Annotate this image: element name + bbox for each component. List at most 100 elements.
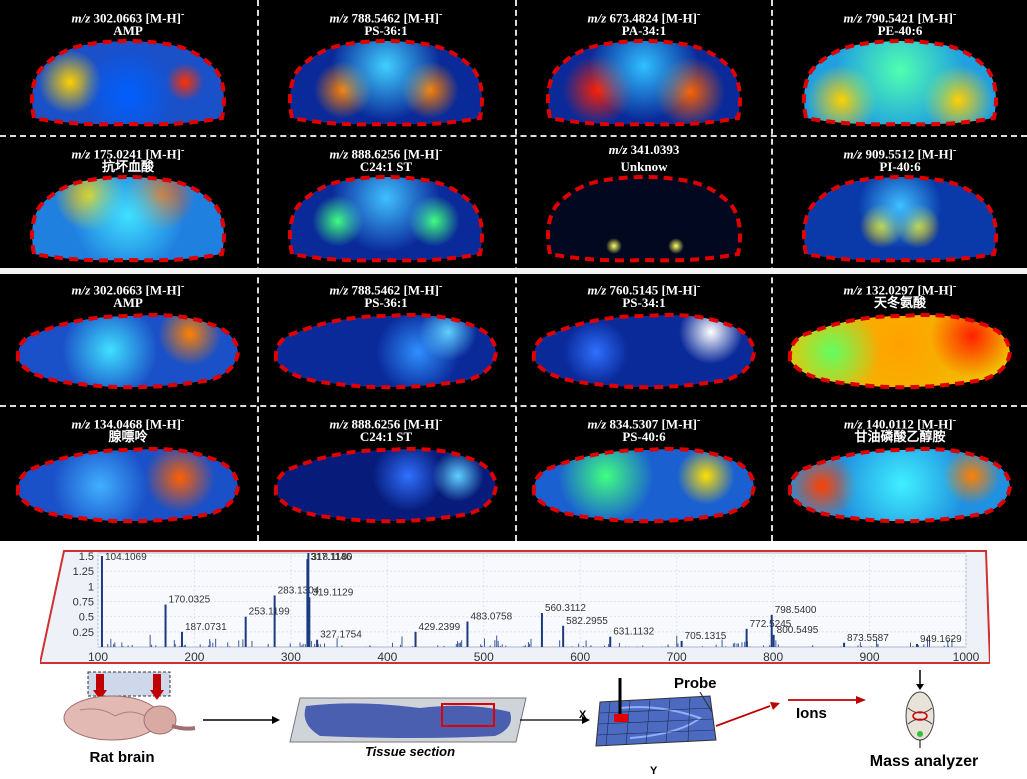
ion-mz-label: m/z 140.0112 [M-H]- <box>772 412 1027 432</box>
peak-label: 873.5587 <box>847 633 889 644</box>
ions-label: Ions <box>796 705 827 722</box>
mz-value: 140.0112 [M-H] <box>862 416 953 432</box>
mz-value: 760.5145 [M-H] <box>606 282 697 298</box>
ion-mz-label: m/z 790.5421 [M-H]- <box>772 6 1027 26</box>
ion-image-tile: m/z 788.5462 [M-H]- PS-36:1 <box>258 272 514 407</box>
tissue-outline <box>288 175 484 263</box>
x-tick-label: 500 <box>474 650 494 664</box>
ion-image-tile: m/z 909.5512 [M-H]- PI-40:6 <box>772 136 1027 271</box>
ion-image <box>273 313 499 390</box>
ion-name-label: PS-36:1 <box>364 23 408 38</box>
tissue-outline <box>30 39 226 127</box>
y-tick-label: 0.75 <box>73 597 94 609</box>
rat-brain-illustration <box>63 671 196 741</box>
workflow-diagram: Rat brain Tissue section X Y Probe Ions … <box>63 670 978 777</box>
peak-label: 582.2955 <box>566 616 608 627</box>
ion-name-label: C24:1 ST <box>359 159 413 174</box>
peak-label: 429.2399 <box>419 622 461 633</box>
ion-mz-label: m/z 341.0393 <box>516 142 772 158</box>
mz-prefix: m/z <box>843 282 863 298</box>
ion-name-label: Unknow <box>620 159 668 174</box>
ms-imaging-panel: m/z 302.0663 [M-H]- AMP m/z 788.5462 [M-H]… <box>0 0 1027 541</box>
probe-label: Probe <box>674 675 717 692</box>
ion-mz-label: m/z 909.5512 [M-H]- <box>772 142 1027 162</box>
mz-value: 888.6256 [M-H] <box>348 416 439 432</box>
axis-x-label: X <box>579 709 587 721</box>
mz-value: 302.0663 [M-H] <box>90 10 181 26</box>
ion-name-label: 天冬氨酸 <box>873 295 926 310</box>
tissue-section-label: Tissue section <box>365 744 455 759</box>
x-tick-label: 800 <box>763 650 783 664</box>
mz-prefix: m/z <box>587 416 607 432</box>
ion-name-label: PI-40:6 <box>879 159 921 174</box>
ion-image-tile: m/z 341.0393 Unknow <box>516 136 772 271</box>
peak-label: 772.5245 <box>750 619 792 630</box>
ion-image <box>15 447 241 524</box>
peak-label: 560.3112 <box>545 603 586 614</box>
y-tick-label: 1.5 <box>79 551 94 563</box>
ion-image-tile: m/z 788.5462 [M-H]- PS-36:1 <box>258 0 514 135</box>
x-tick-label: 100 <box>88 650 108 664</box>
mz-prefix: m/z <box>843 146 863 162</box>
mz-prefix: m/z <box>71 146 91 162</box>
ion-image <box>15 313 241 390</box>
ion-image <box>546 175 742 263</box>
ion-image <box>288 39 484 127</box>
ion-image <box>30 175 226 263</box>
ion-image <box>531 313 757 390</box>
y-tick-label: 1.25 <box>73 566 94 578</box>
ion-image-tile: m/z 175.0241 [M-H]- 抗坏血酸 <box>0 136 256 271</box>
ion-mz-label: m/z 302.0663 [M-H]- <box>0 6 256 26</box>
ion-name-label: C24:1 ST <box>359 429 413 444</box>
peak-label: 319.1129 <box>312 587 353 598</box>
mz-value: 788.5462 [M-H] <box>348 282 439 298</box>
mass-spectrum: 100 200 300 400 500 600 700 800 900 1000 0.25 0.5 0.… <box>40 550 990 664</box>
ion-image <box>787 447 1013 524</box>
section-divider-band <box>0 268 1027 274</box>
plot-area <box>97 552 967 648</box>
peak-label: 327.1754 <box>320 630 362 641</box>
ion-mz-label: m/z 788.5462 [M-H]- <box>258 278 514 298</box>
charge-sign: - <box>952 280 957 292</box>
ion-image <box>531 447 757 524</box>
charge-sign: - <box>180 8 185 20</box>
axis-y-label: Y <box>650 765 658 777</box>
grid-divider-horizontal <box>0 405 1027 407</box>
ion-mz-label: m/z 760.5145 [M-H]- <box>516 278 772 298</box>
peak-label: 705.1315 <box>685 631 727 642</box>
mz-prefix: m/z <box>843 416 863 432</box>
ion-mz-label: m/z 888.6256 [M-H]- <box>258 412 514 432</box>
charge-sign: - <box>696 414 701 426</box>
mz-prefix: m/z <box>71 282 91 298</box>
ion-name-label: PS-36:1 <box>364 295 408 310</box>
charge-sign: - <box>438 8 443 20</box>
ion-name-label: AMP <box>113 295 143 310</box>
mz-value: 134.0468 [M-H] <box>90 416 181 432</box>
ion-image-tile: m/z 760.5145 [M-H]- PS-34:1 <box>516 272 772 407</box>
peak-label: 631.1132 <box>613 627 654 638</box>
ion-image <box>802 175 998 263</box>
peak-label: 187.0731 <box>185 622 227 633</box>
mz-prefix: m/z <box>587 282 607 298</box>
charge-sign: - <box>952 414 957 426</box>
y-tick-label: 0.5 <box>79 612 94 624</box>
probe-grid <box>595 678 717 747</box>
ion-mz-label: m/z 302.0663 [M-H]- <box>0 278 256 298</box>
tissue-outline <box>546 175 742 263</box>
ion-image-tile: m/z 888.6256 [M-H]- C24:1 ST <box>258 136 514 271</box>
mz-value: 790.5421 [M-H] <box>862 10 953 26</box>
mz-prefix: m/z <box>843 10 863 26</box>
tissue-outline <box>30 175 226 263</box>
mz-prefix: m/z <box>608 142 628 157</box>
y-tick-label: 1 <box>88 581 94 593</box>
ion-mz-label: m/z 788.5462 [M-H]- <box>258 6 514 26</box>
ion-name-label: PS-34:1 <box>622 295 666 310</box>
ion-image <box>546 39 742 127</box>
tissue-outline <box>802 39 998 127</box>
x-tick-label: 300 <box>281 650 301 664</box>
ion-image-tile: m/z 790.5421 [M-H]- PE-40:6 <box>772 0 1027 135</box>
peak-label: 283.1304 <box>278 585 320 596</box>
peak-label: 170.0325 <box>169 595 211 606</box>
mz-value: 834.5307 [M-H] <box>606 416 697 432</box>
mz-prefix: m/z <box>71 10 91 26</box>
